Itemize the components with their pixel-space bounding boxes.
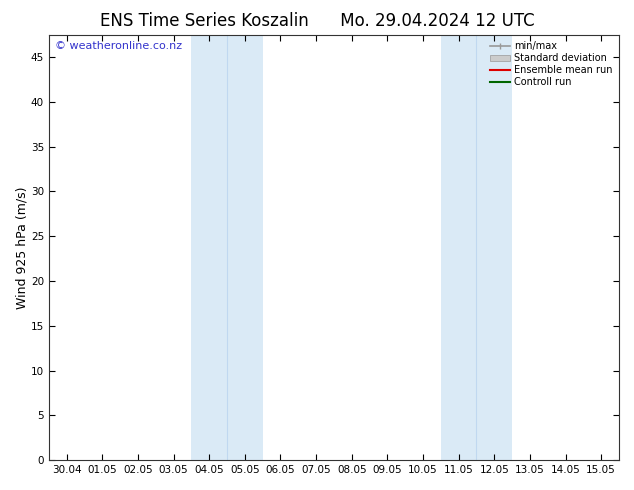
Bar: [441, 35, 477, 460]
Text: ENS Time Series Koszalin      Mo. 29.04.2024 12 UTC: ENS Time Series Koszalin Mo. 29.04.2024 …: [100, 12, 534, 30]
Y-axis label: Wind 925 hPa (m/s): Wind 925 hPa (m/s): [15, 186, 28, 309]
Bar: [477, 35, 512, 460]
Legend: min/max, Standard deviation, Ensemble mean run, Controll run: min/max, Standard deviation, Ensemble me…: [486, 38, 616, 91]
Text: © weatheronline.co.nz: © weatheronline.co.nz: [55, 41, 182, 51]
Bar: [191, 35, 227, 460]
Bar: [227, 35, 262, 460]
